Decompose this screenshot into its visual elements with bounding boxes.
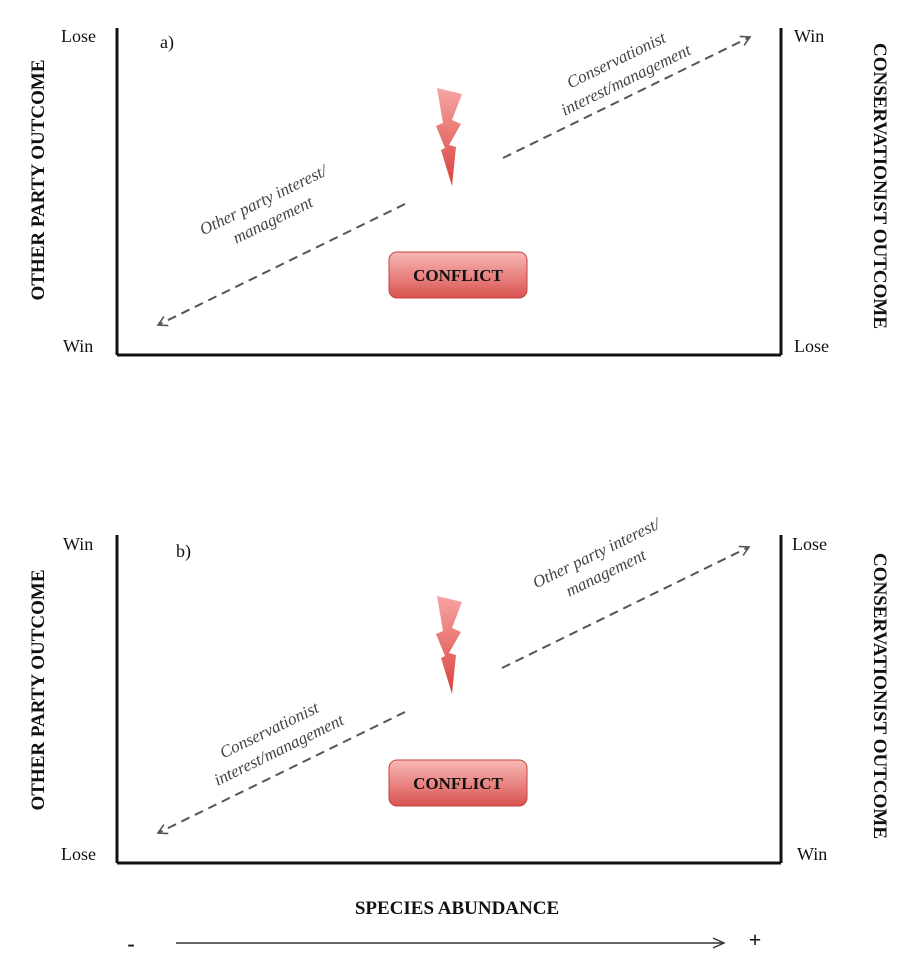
panel-a-left-bottom-label: Win — [63, 336, 93, 356]
panel-a: OTHER PARTY OUTCOME CONSERVATIONIST OUTC… — [28, 26, 890, 357]
x-axis-minus-sign: - — [127, 931, 134, 956]
panel-a-right-top-label: Win — [794, 26, 824, 46]
x-axis-title: SPECIES ABUNDANCE — [355, 898, 559, 919]
panel-a-left-axis-title: OTHER PARTY OUTCOME — [28, 59, 49, 300]
panel-b-right-top-label: Lose — [792, 534, 827, 554]
panel-a-left-top-label: Lose — [61, 26, 96, 46]
panel-b-left-axis-title: OTHER PARTY OUTCOME — [28, 569, 49, 810]
panel-a-right-bottom-label: Lose — [794, 336, 829, 356]
panel-b-upper-arrow — [501, 545, 751, 669]
panel-a-conflict-box — [388, 251, 528, 299]
panel-b-label: b) — [176, 541, 191, 562]
panel-b-lightning-bolt-icon — [436, 596, 462, 694]
x-axis-plus-sign: + — [749, 927, 762, 952]
panel-a-lower-arrow — [156, 203, 406, 327]
panel-b-right-bottom-label: Win — [797, 844, 827, 864]
panel-b-left-top-label: Win — [63, 534, 93, 554]
panel-b: OTHER PARTY OUTCOME CONSERVATIONIST OUTC… — [28, 513, 890, 865]
panel-a-lightning-bolt-icon — [436, 88, 462, 186]
panel-b-conflict-label: CONFLICT — [413, 774, 503, 793]
panel-b-left-bottom-label: Lose — [61, 844, 96, 864]
panel-a-upper-arrow — [502, 35, 752, 159]
panel-a-conflict-label: CONFLICT — [413, 266, 503, 285]
panel-b-lower-arrow — [156, 711, 406, 835]
species-abundance-axis: SPECIES ABUNDANCE - + — [127, 898, 761, 956]
panel-a-label: a) — [160, 32, 174, 53]
panel-b-right-axis-title: CONSERVATIONIST OUTCOME — [869, 553, 890, 839]
panel-b-conflict-box — [388, 759, 528, 807]
panel-a-right-axis-title: CONSERVATIONIST OUTCOME — [869, 43, 890, 329]
